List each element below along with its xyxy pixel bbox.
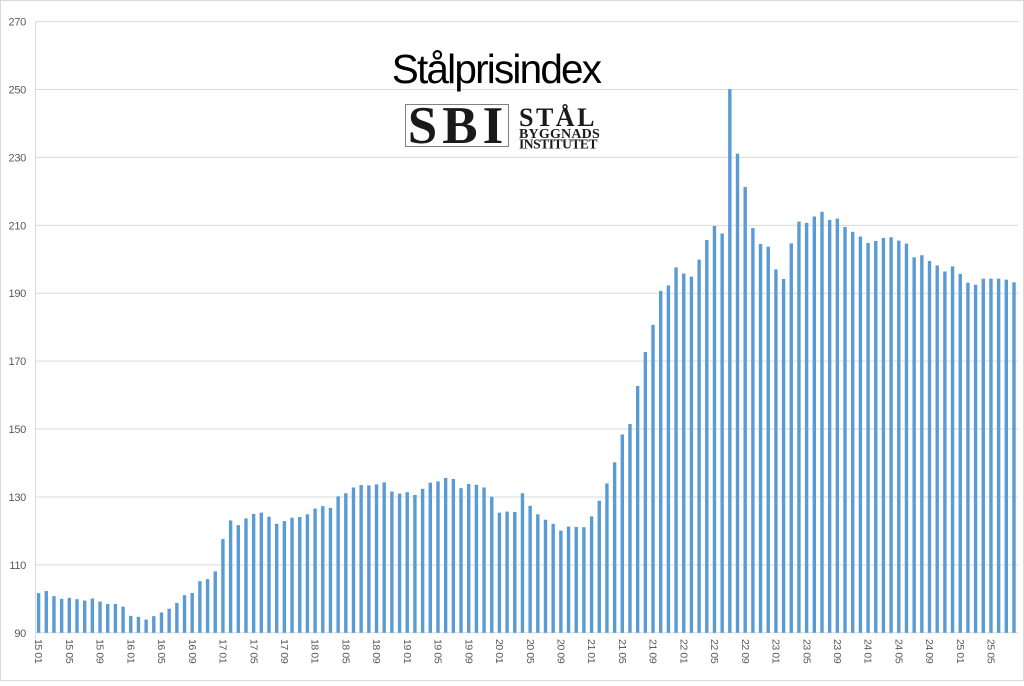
- svg-text:INSTITUTET: INSTITUTET: [519, 137, 597, 152]
- svg-text:17 05: 17 05: [247, 639, 259, 664]
- svg-text:18 01: 18 01: [309, 639, 321, 664]
- svg-text:110: 110: [9, 560, 26, 572]
- svg-text:22 09: 22 09: [739, 639, 751, 664]
- svg-text:23 05: 23 05: [800, 639, 812, 664]
- svg-text:15 01: 15 01: [32, 639, 44, 664]
- svg-text:270: 270: [9, 17, 27, 29]
- svg-text:22 01: 22 01: [677, 639, 689, 664]
- svg-text:20 01: 20 01: [493, 639, 505, 664]
- svg-text:17 01: 17 01: [217, 639, 229, 664]
- svg-text:250: 250: [9, 85, 27, 97]
- svg-text:20 05: 20 05: [524, 639, 536, 664]
- svg-text:15 09: 15 09: [94, 639, 106, 664]
- svg-text:230: 230: [9, 152, 27, 164]
- svg-text:21 05: 21 05: [616, 639, 628, 664]
- svg-text:16 09: 16 09: [186, 639, 198, 664]
- svg-text:25 05: 25 05: [985, 639, 997, 664]
- svg-text:21 01: 21 01: [585, 639, 597, 664]
- svg-text:23 09: 23 09: [831, 639, 843, 664]
- svg-text:15 05: 15 05: [63, 639, 75, 664]
- svg-text:90: 90: [14, 628, 26, 640]
- svg-text:22 05: 22 05: [708, 639, 720, 664]
- svg-text:18 05: 18 05: [339, 639, 351, 664]
- svg-text:24 09: 24 09: [923, 639, 935, 664]
- svg-text:Stålprisindex: Stålprisindex: [392, 46, 602, 92]
- svg-text:19 05: 19 05: [432, 639, 444, 664]
- svg-text:16 01: 16 01: [124, 639, 136, 664]
- svg-text:190: 190: [9, 288, 27, 300]
- svg-text:130: 130: [9, 492, 27, 504]
- svg-text:SBI: SBI: [408, 97, 508, 155]
- svg-text:19 01: 19 01: [401, 639, 413, 664]
- svg-text:150: 150: [9, 424, 27, 436]
- svg-text:18 09: 18 09: [370, 639, 382, 664]
- svg-text:STÅL: STÅL: [519, 103, 597, 132]
- svg-text:21 09: 21 09: [647, 639, 659, 664]
- svg-text:25 01: 25 01: [954, 639, 966, 664]
- svg-text:19 09: 19 09: [462, 639, 474, 664]
- svg-text:23 01: 23 01: [770, 639, 782, 664]
- svg-text:24 05: 24 05: [892, 639, 904, 664]
- svg-text:24 01: 24 01: [862, 639, 874, 664]
- svg-text:BYGGNADS: BYGGNADS: [519, 127, 600, 142]
- svg-text:17 09: 17 09: [278, 639, 290, 664]
- svg-text:16 05: 16 05: [155, 639, 167, 664]
- svg-text:170: 170: [9, 356, 27, 368]
- svg-text:20 09: 20 09: [555, 639, 567, 664]
- svg-text:210: 210: [9, 220, 27, 232]
